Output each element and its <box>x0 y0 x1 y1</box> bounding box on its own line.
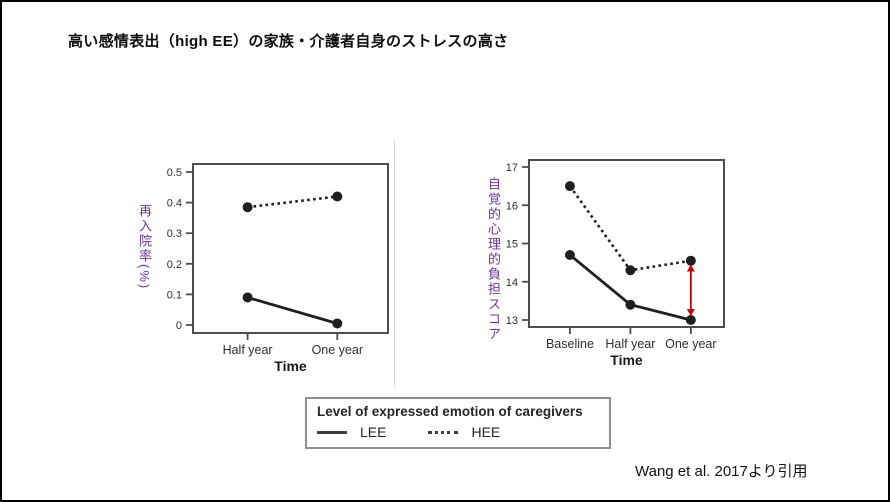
legend-item-hee: HEE <box>428 424 500 440</box>
arrowhead-down <box>686 309 695 317</box>
data-point-lee <box>332 318 343 329</box>
data-point-lee <box>625 299 636 310</box>
y-tick-label: 13 <box>506 315 518 327</box>
y-tick-label: 17 <box>506 162 518 174</box>
y-tick-label: 0.1 <box>167 289 182 301</box>
readmission-rate-chart: 0 0.1 0.2 0.3 0.4 0.5 Half year One year Time <box>167 163 389 374</box>
x-tick-label: One year <box>665 337 716 351</box>
legend-item-label: LEE <box>360 424 387 440</box>
series-line-lee <box>247 296 338 325</box>
right-chart-y-axis-label: 自覚的心理的負担スコア <box>486 177 501 342</box>
data-point-hee <box>625 265 636 276</box>
x-tick-label: Baseline <box>546 337 594 351</box>
x-tick-label: Half year <box>605 337 655 351</box>
legend-item-lee: LEE <box>317 424 386 440</box>
solid-line-swatch <box>317 430 347 434</box>
y-tick-label: 0.5 <box>167 167 182 179</box>
x-axis-title: Time <box>610 352 643 368</box>
y-tick-label: 0.2 <box>167 259 182 271</box>
y-tick-label: 16 <box>506 200 518 212</box>
legend-item-label: HEE <box>471 424 501 440</box>
y-tick-label: 0.3 <box>167 228 182 240</box>
burden-score-chart: 13 14 15 16 17 Baseline Half year One year Time <box>506 159 725 368</box>
dashed-line-swatch <box>428 430 459 434</box>
y-tick-label: 0.4 <box>167 198 182 210</box>
plot-frame <box>192 163 389 334</box>
x-tick-label: Half year <box>223 343 273 357</box>
data-point-lee <box>685 315 696 325</box>
y-tick-label: 0 <box>176 320 182 332</box>
y-tick-label: 15 <box>506 239 518 251</box>
left-chart-y-axis-label: 再入院率(%) <box>137 204 152 291</box>
data-point-hee <box>332 191 343 202</box>
panel-divider-line <box>394 139 395 387</box>
data-point-hee <box>685 255 696 266</box>
legend-box: Level of expressed emotion of caregivers… <box>305 397 611 449</box>
data-point-hee <box>564 181 575 192</box>
arrowhead-up <box>686 264 695 272</box>
y-tick-label: 14 <box>506 277 518 289</box>
page-title: 高い感情表出（high EE）の家族・介護者自身のストレスの高さ <box>68 33 509 50</box>
legend-items: LEE HEE <box>317 424 599 440</box>
data-point-lee <box>242 292 253 303</box>
data-point-lee <box>564 249 575 260</box>
data-point-hee <box>242 202 253 213</box>
citation-text: Wang et al. 2017より引用 <box>635 463 808 480</box>
legend-title: Level of expressed emotion of caregivers <box>317 404 583 419</box>
x-axis-title: Time <box>274 358 307 374</box>
x-tick-label: One year <box>312 343 363 357</box>
